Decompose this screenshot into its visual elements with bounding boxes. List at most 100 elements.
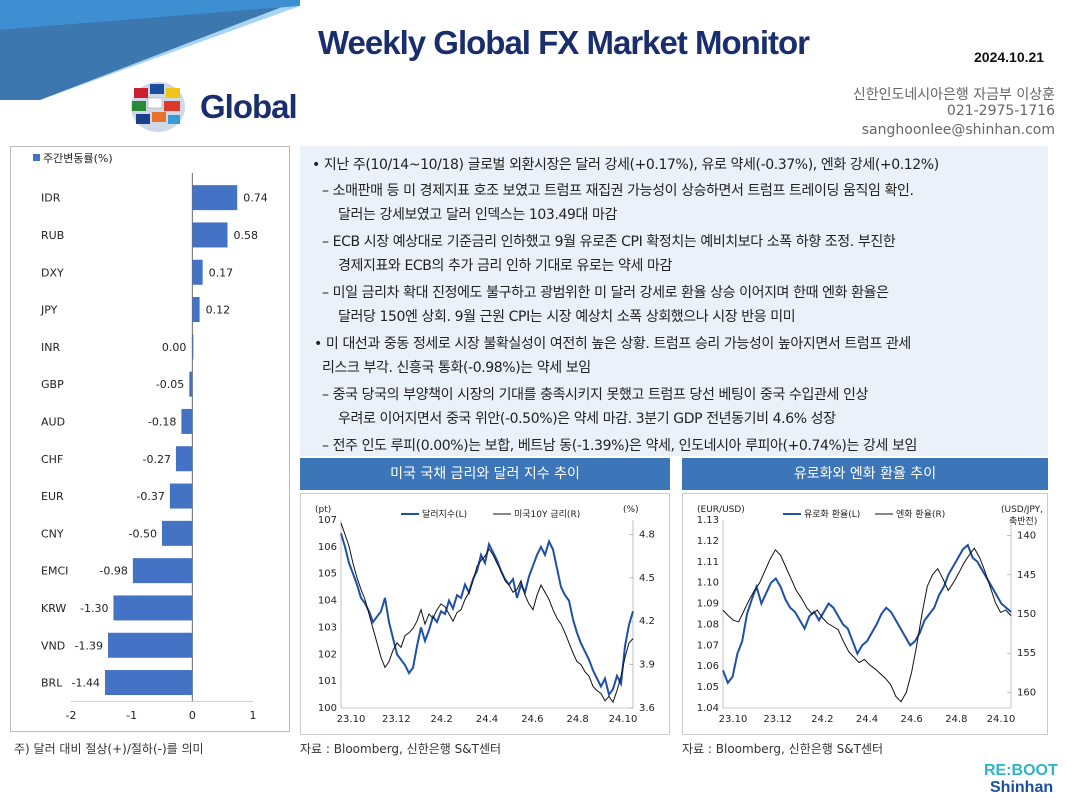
left-tick-label: 106: [318, 542, 337, 553]
x-tick-label: 24.4: [856, 714, 878, 725]
bar: [132, 558, 193, 584]
left-tick-label: 105: [318, 569, 337, 580]
category-label: RUB: [41, 229, 64, 242]
x-tick-label: 24.10: [987, 714, 1016, 725]
commentary-line: • 지난 주(10/14~10/18) 글로벌 외환시장은 달러 강세(+0.1…: [312, 157, 939, 173]
legend-label: 주간변동률(%): [43, 152, 113, 165]
x-tick-label: 1: [250, 709, 257, 722]
bar: [162, 520, 193, 546]
value-label: 0.58: [234, 229, 259, 242]
page-title: Weekly Global FX Market Monitor: [318, 24, 810, 61]
value-label: -1.39: [75, 639, 103, 652]
legend-label: 엔화 환율(R): [896, 508, 945, 520]
value-label: -0.27: [142, 453, 170, 466]
commentary-line: 달러는 강세보였고 달러 인덱스는 103.49대 마감: [338, 207, 617, 223]
x-tick-label: 24.4: [476, 714, 498, 725]
right-tick-label: 4.8: [639, 529, 655, 540]
right-tick-label: 3.9: [639, 660, 655, 671]
left-tick-label: 1.13: [697, 515, 719, 526]
series-line: [722, 547, 1012, 703]
category-label: VND: [41, 639, 65, 652]
x-tick-label: 23.12: [763, 714, 792, 725]
commentary-line: 달러당 150엔 상회. 9월 근원 CPI는 시장 예상치 소폭 상회했으나 …: [338, 309, 796, 325]
bar: [181, 408, 193, 434]
bar: [192, 334, 194, 360]
category-label: BRL: [41, 677, 63, 690]
us-rates-dxy-line-chart: (pt) (%) 100 101 102 103 104 105 106 107 3.6 3.9 4.2…: [315, 505, 655, 725]
left-tick-label: 1.11: [697, 557, 719, 568]
commentary-line: – 중국 당국의 부양책이 시장의 기대를 충족시키지 못했고 트럼프 당선 베…: [322, 387, 868, 403]
category-label: EMCI: [41, 565, 68, 578]
right-tick-label: 3.6: [639, 703, 655, 714]
value-label: 0.74: [243, 192, 268, 205]
weekly-change-bar-chart: 주간변동률(%) -2 -1 0 1 IDR 0.74 RUB 0.58 DXY 0.17 JPY 0.…: [33, 152, 268, 722]
commentary-line: 우려로 이어지면서 중국 위안(-0.50%)은 약세 마감. 3분기 GDP …: [338, 411, 836, 427]
chart-title-eur-jpy: 유로화와 엔화 환율 추이: [682, 458, 1048, 490]
category-label: GBP: [41, 378, 64, 391]
value-label: -1.44: [72, 677, 100, 690]
x-tick-label: 24.6: [521, 714, 543, 725]
commentary-line: 리스크 부각. 신흥국 통화(-0.98%)는 약세 보임: [322, 360, 591, 376]
right-tick-label: 150: [1017, 609, 1036, 620]
value-label: -0.50: [129, 527, 157, 540]
right-unit-note: 축반전): [1009, 516, 1037, 527]
left-tick-label: 107: [318, 515, 337, 526]
bar: [192, 185, 238, 211]
value-label: 0.17: [209, 266, 234, 279]
x-tick-label: -2: [66, 709, 77, 722]
chart-source: 자료 : Bloomberg, 신한은행 S&T센터: [300, 742, 502, 756]
bar: [108, 632, 193, 658]
legend-swatch: [33, 154, 40, 161]
x-tick-label: 24.6: [901, 714, 923, 725]
value-label: -0.05: [156, 378, 184, 391]
chart-footnote: 주) 달러 대비 절상(+)/절하(-)를 의미: [14, 742, 204, 756]
value-label: -0.18: [148, 415, 176, 428]
left-tick-label: 101: [318, 676, 337, 687]
left-unit: (EUR/USD): [697, 505, 745, 515]
left-tick-label: 1.10: [697, 578, 719, 589]
commentary-line: – 미일 금리차 확대 진정에도 불구하고 광범위한 미 달러 강세로 환율 상…: [322, 285, 889, 301]
legend-label: 미국10Y 금리(R): [514, 509, 580, 520]
category-label: JPY: [40, 304, 58, 317]
x-tick-label: 24.8: [567, 714, 589, 725]
bar: [169, 483, 193, 509]
left-tick-label: 103: [318, 622, 337, 633]
commentary-line: – 소매판매 등 미 경제지표 호조 보였고 트럼프 재집권 가능성이 상승하면…: [322, 183, 914, 199]
x-tick-label: 0: [189, 709, 196, 722]
series-line: [340, 522, 634, 704]
bar: [113, 595, 193, 621]
us-rates-dxy-chart-box: (pt) (%) 100 101 102 103 104 105 106 107 3.6 3.9 4.2…: [300, 493, 670, 735]
right-tick-label: 145: [1017, 570, 1036, 581]
left-tick-label: 1.04: [697, 703, 719, 714]
right-tick-label: 4.2: [639, 616, 655, 627]
value-label: -0.37: [136, 490, 164, 503]
bar: [192, 259, 203, 285]
commentary-line: – ECB 시장 예상대로 기준금리 인하했고 9월 유로존 CPI 확정치는 …: [322, 234, 896, 250]
left-tick-label: 104: [318, 596, 337, 607]
shinhan-logo: Shinhan: [990, 779, 1054, 796]
commentary-line: – 전주 인도 루피(0.00%)는 보합, 베트남 동(-1.39%)은 약세…: [322, 438, 917, 454]
left-tick-label: 1.08: [697, 619, 719, 630]
category-label: AUD: [41, 415, 65, 428]
weekly-change-chart-panel: 주간변동률(%) -2 -1 0 1 IDR 0.74 RUB 0.58 DXY 0.17 JPY 0.…: [10, 146, 290, 732]
category-label: CHF: [41, 453, 63, 466]
header-decoration: [0, 0, 300, 100]
right-unit: (USD/JPY,: [1001, 505, 1043, 515]
series-line: [722, 543, 1012, 685]
bar: [189, 371, 193, 397]
right-tick-label: 155: [1017, 648, 1036, 659]
left-tick-label: 1.12: [697, 536, 719, 547]
report-date: 2024.10.21: [974, 49, 1045, 65]
value-label: -0.98: [99, 565, 127, 578]
x-tick-label: 24.2: [431, 714, 453, 725]
category-label: CNY: [41, 527, 64, 540]
x-tick-label: 23.10: [337, 714, 366, 725]
x-tick-label: -1: [126, 709, 137, 722]
contact-phone: 021-2975-1716: [946, 103, 1055, 119]
left-tick-label: 1.09: [697, 599, 719, 610]
right-tick-label: 140: [1017, 531, 1036, 542]
chart-source: 자료 : Bloomberg, 신한은행 S&T센터: [682, 742, 884, 756]
region-title: Global: [200, 88, 298, 125]
category-label: IDR: [41, 192, 61, 205]
left-tick-label: 1.05: [697, 682, 719, 693]
